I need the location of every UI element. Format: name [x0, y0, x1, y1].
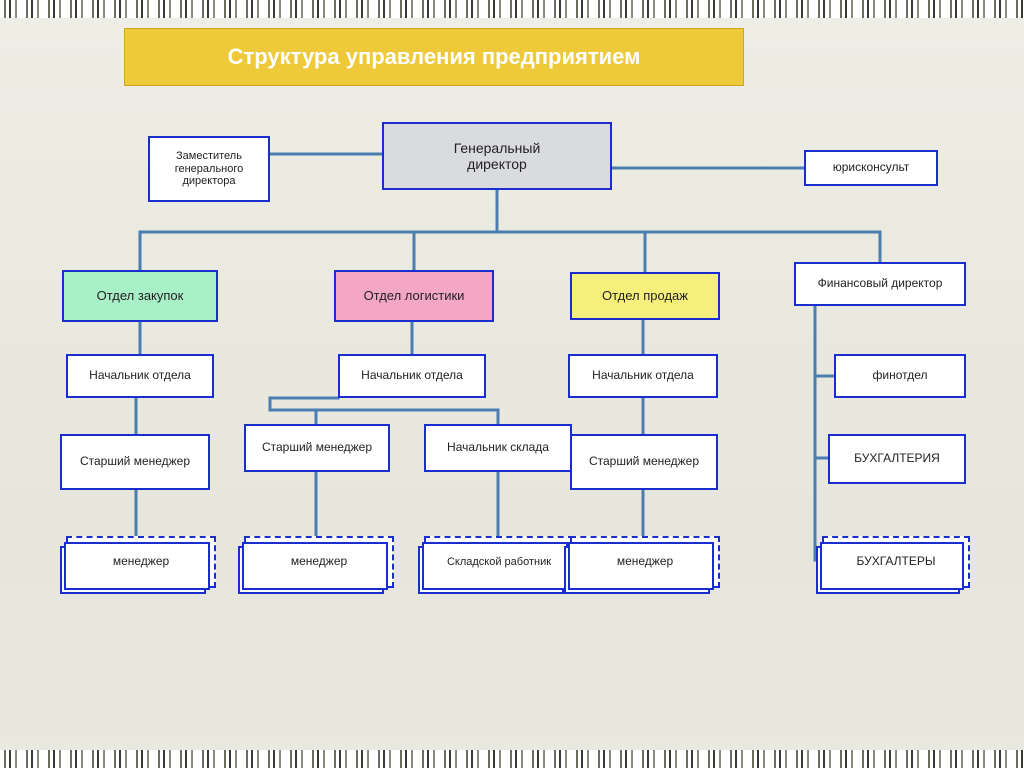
org-node-sm2b: Начальник склада [424, 424, 572, 472]
org-node-findir: Финансовый директор [794, 262, 966, 306]
org-node-label: финотдел [873, 369, 928, 383]
org-node-label: Старший менеджер [589, 455, 699, 469]
org-node-label: менеджер [291, 555, 347, 569]
org-node-sm3: Старший менеджер [570, 434, 718, 490]
org-node-mg2: менеджер [244, 536, 394, 588]
org-node-label: Складской работник [447, 556, 551, 569]
org-node-label: юрисконсульт [833, 161, 910, 175]
org-node-jur: юрисконсульт [804, 150, 938, 186]
org-node-sm2a: Старший менеджер [244, 424, 390, 472]
org-node-label: Старший менеджер [80, 455, 190, 469]
org-node-nz2: Начальник отдела [338, 354, 486, 398]
org-node-label: Финансовый директор [818, 277, 943, 291]
org-node-label: Начальник отдела [89, 369, 191, 383]
org-node-mg3: менеджер [570, 536, 720, 588]
stripe-top [0, 0, 1024, 18]
org-node-label: БУХГАЛТЕРИЯ [854, 452, 940, 466]
org-node-dept_log: Отдел логистики [334, 270, 494, 322]
org-node-dept_pro: Отдел продаж [570, 272, 720, 320]
org-node-label: Начальник склада [447, 441, 549, 455]
title-banner: Структура управления предприятием [124, 28, 744, 86]
org-node-mg1: менеджер [66, 536, 216, 588]
title-text: Структура управления предприятием [228, 44, 641, 70]
org-node-skl: Складской работник [424, 536, 574, 588]
org-node-label: Отдел продаж [602, 289, 688, 304]
org-node-finot: финотдел [834, 354, 966, 398]
org-node-label: БУХГАЛТЕРЫ [856, 555, 935, 569]
stripe-bottom [0, 750, 1024, 768]
org-node-label: Начальник отдела [592, 369, 694, 383]
org-node-label: Отдел логистики [364, 289, 465, 304]
org-node-label: Старший менеджер [262, 441, 372, 455]
org-node-label: Начальник отдела [361, 369, 463, 383]
org-node-sm1: Старший менеджер [60, 434, 210, 490]
org-node-label: Заместитель генерального директора [175, 150, 244, 188]
org-node-zam: Заместитель генерального директора [148, 136, 270, 202]
org-node-label: менеджер [617, 555, 673, 569]
org-node-dept_zak: Отдел закупок [62, 270, 218, 322]
org-node-buh: БУХГАЛТЕРИЯ [828, 434, 966, 484]
org-node-nz1: Начальник отдела [66, 354, 214, 398]
org-chart-stage: Структура управления предприятием Генера… [0, 0, 1024, 768]
org-node-gd: Генеральный директор [382, 122, 612, 190]
org-node-nz3: Начальник отдела [568, 354, 718, 398]
org-node-label: Отдел закупок [97, 289, 184, 304]
org-node-label: менеджер [113, 555, 169, 569]
org-node-label: Генеральный директор [454, 140, 541, 172]
org-node-buhs: БУХГАЛТЕРЫ [822, 536, 970, 588]
